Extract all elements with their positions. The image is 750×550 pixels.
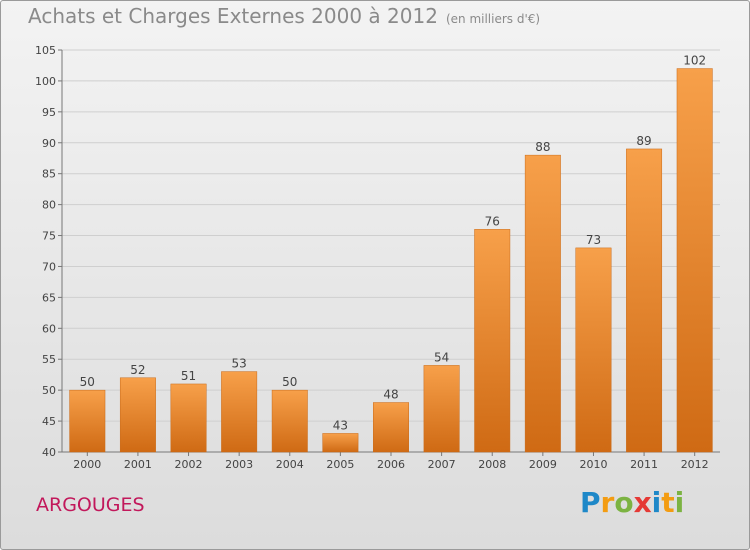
data-label: 50 — [282, 375, 297, 389]
y-tick-label: 85 — [42, 168, 56, 181]
x-tick-label: 2010 — [579, 458, 607, 471]
logo-letter: x — [633, 486, 652, 519]
y-tick-label: 80 — [42, 199, 56, 212]
x-tick-label: 2002 — [175, 458, 203, 471]
x-tick-label: 2003 — [225, 458, 253, 471]
proxiti-logo[interactable]: Proxiti — [580, 486, 684, 519]
data-label: 48 — [383, 388, 398, 402]
x-tick-label: 2008 — [478, 458, 506, 471]
logo-letter: P — [580, 486, 601, 519]
bar — [322, 433, 359, 453]
x-tick-label: 2004 — [276, 458, 304, 471]
y-tick-label: 45 — [42, 415, 56, 428]
x-tick-label: 2012 — [681, 458, 709, 471]
logo-letter: i — [651, 486, 662, 519]
data-label: 52 — [130, 363, 145, 377]
data-label: 50 — [80, 375, 95, 389]
data-label: 89 — [636, 134, 651, 148]
y-tick-label: 100 — [35, 75, 56, 88]
y-tick-label: 55 — [42, 353, 56, 366]
data-label: 88 — [535, 140, 550, 154]
logo-letter: i — [674, 486, 685, 519]
bar — [524, 154, 561, 453]
logo-letter: t — [661, 486, 675, 519]
bar — [626, 148, 663, 453]
bar — [423, 365, 460, 453]
unit-label: (en milliers d'€) — [445, 12, 541, 26]
x-tick-label: 2005 — [326, 458, 354, 471]
x-tick-label: 2006 — [377, 458, 405, 471]
y-tick-label: 50 — [42, 384, 56, 397]
y-tick-label: 65 — [42, 291, 56, 304]
axes: 40 45 50 55 60 65 70 75 80 85 90 95 100 105 2000 2001 20… — [35, 44, 720, 471]
x-tick-label: 2000 — [73, 458, 101, 471]
data-label: 53 — [232, 357, 247, 371]
bar — [271, 389, 308, 453]
chart-title: Achats et Charges Externes 2000 à 2012 (e… — [28, 4, 540, 28]
data-label: 102 — [683, 54, 706, 68]
y-tick-label: 105 — [35, 44, 56, 57]
bar — [221, 371, 258, 453]
data-label: 54 — [434, 350, 449, 364]
data-label: 76 — [485, 214, 500, 228]
location-name: ARGOUGES — [36, 494, 145, 516]
y-tick-label: 70 — [42, 260, 56, 273]
data-label: 51 — [181, 369, 196, 383]
bar — [69, 389, 106, 453]
y-tick-label: 95 — [42, 106, 56, 119]
data-label: 43 — [333, 418, 348, 432]
data-labels: 50 52 51 53 50 43 48 54 76 88 73 89 102 — [80, 54, 706, 433]
y-tick-label: 90 — [42, 137, 56, 150]
y-tick-label: 75 — [42, 230, 56, 243]
x-tick-label: 2007 — [428, 458, 456, 471]
data-label: 73 — [586, 233, 601, 247]
x-tick-label: 2011 — [630, 458, 658, 471]
y-tick-label: 40 — [42, 446, 56, 459]
bar — [373, 402, 409, 453]
bars — [69, 68, 713, 453]
bar — [676, 68, 713, 453]
x-tick-label: 2001 — [124, 458, 152, 471]
bar — [474, 229, 511, 453]
x-tick-label: 2009 — [529, 458, 557, 471]
logo-letter: o — [614, 486, 634, 519]
bar — [575, 247, 612, 453]
y-tick-label: 60 — [42, 322, 56, 335]
logo-letter: r — [600, 486, 615, 519]
title-text: Achats et Charges Externes 2000 à 2012 — [28, 4, 438, 28]
bar — [170, 383, 207, 453]
bar — [119, 377, 156, 453]
